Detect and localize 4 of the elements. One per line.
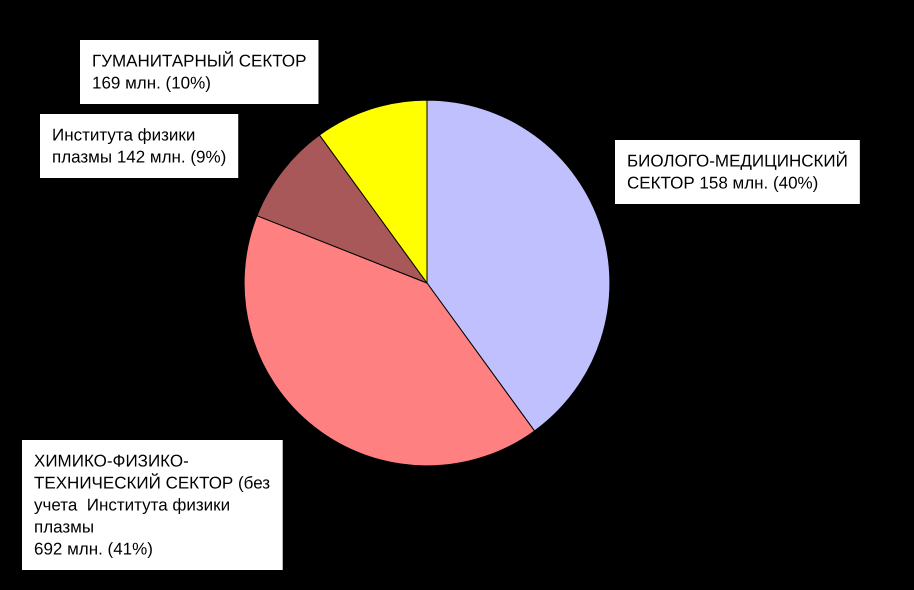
slice-label: БИОЛОГО-МЕДИЦИНСКИЙ СЕКТОР 158 млн. (40%) [627,150,848,192]
slice-label: ХИМИКО-ФИЗИКО- ТЕХНИЧЕСКИЙ СЕКТОР (без учета Института физики плазмы 692 млн. (41%) [34,452,270,558]
slice-label: ГУМАНИТАРНЫЙ СЕКТОР 169 млн. (10%) [92,50,306,92]
slice-label: Института физики плазмы 142 млн. (9%) [52,126,226,166]
